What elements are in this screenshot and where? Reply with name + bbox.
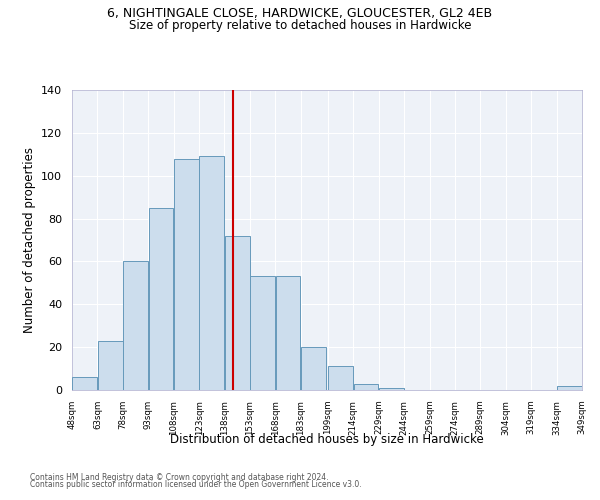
Bar <box>328 366 353 390</box>
Bar <box>225 236 250 390</box>
Bar <box>250 276 275 390</box>
Text: 6, NIGHTINGALE CLOSE, HARDWICKE, GLOUCESTER, GL2 4EB: 6, NIGHTINGALE CLOSE, HARDWICKE, GLOUCES… <box>107 8 493 20</box>
Text: Size of property relative to detached houses in Hardwicke: Size of property relative to detached ho… <box>129 18 471 32</box>
Bar <box>149 208 173 390</box>
Bar <box>301 347 326 390</box>
Text: Contains HM Land Registry data © Crown copyright and database right 2024.: Contains HM Land Registry data © Crown c… <box>30 472 329 482</box>
Bar <box>123 262 148 390</box>
Bar <box>353 384 379 390</box>
Bar <box>379 388 404 390</box>
Bar <box>174 158 199 390</box>
Bar <box>557 386 582 390</box>
Text: Contains public sector information licensed under the Open Government Licence v3: Contains public sector information licen… <box>30 480 362 489</box>
Bar <box>72 377 97 390</box>
Bar <box>275 276 301 390</box>
Text: Distribution of detached houses by size in Hardwicke: Distribution of detached houses by size … <box>170 432 484 446</box>
Bar <box>98 340 122 390</box>
Text: 6 NIGHTINGALE CLOSE: 143sqm
← 74% of detached houses are smaller (405)
22% of se: 6 NIGHTINGALE CLOSE: 143sqm ← 74% of det… <box>0 499 1 500</box>
Bar <box>199 156 224 390</box>
Y-axis label: Number of detached properties: Number of detached properties <box>23 147 35 333</box>
